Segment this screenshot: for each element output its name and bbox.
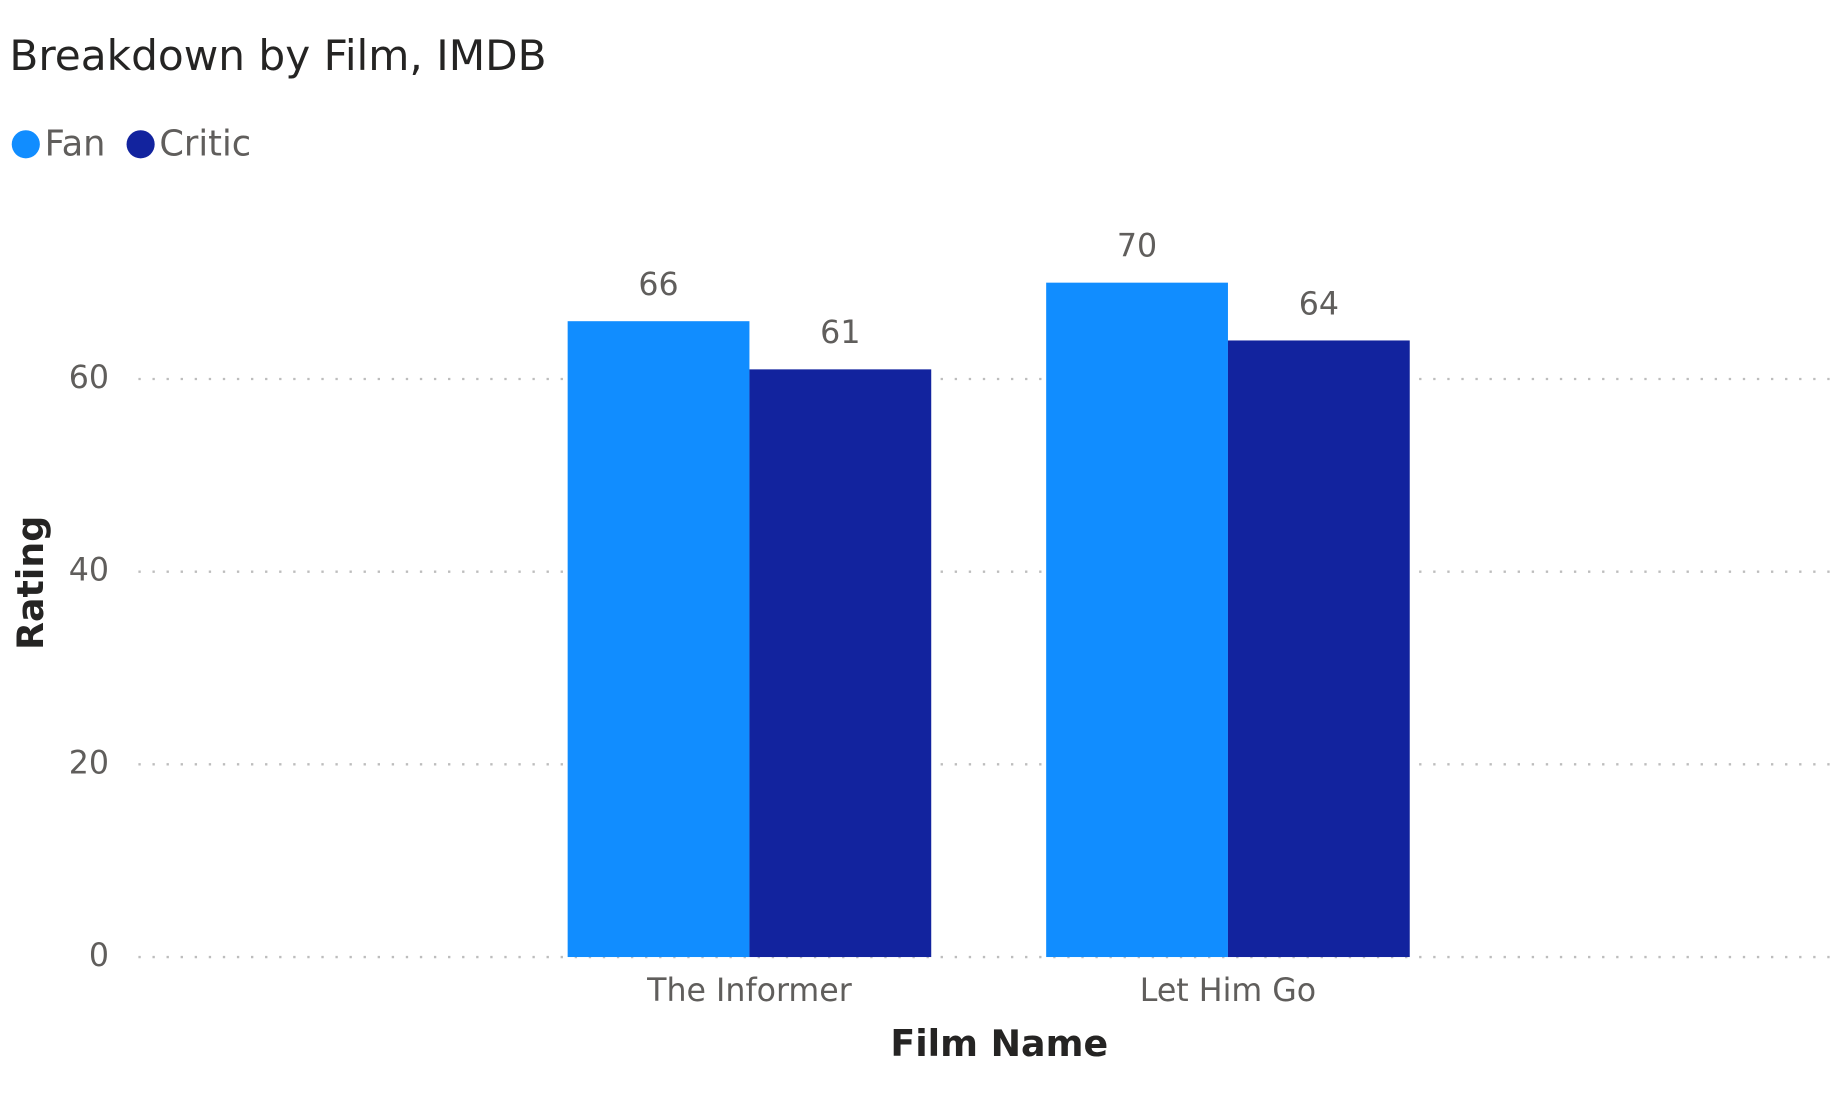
data-label: 70	[1117, 228, 1157, 264]
y-tick-label: 20	[69, 745, 109, 781]
data-label: 61	[820, 315, 860, 351]
bar	[1227, 340, 1410, 958]
bar	[749, 369, 932, 958]
data-label: 66	[638, 267, 678, 303]
data-label: 64	[1299, 286, 1339, 322]
x-axis-title: Film Name	[890, 1022, 1108, 1065]
legend-marker	[11, 130, 40, 159]
y-axis-title: Rating	[9, 516, 52, 650]
y-tick-label: 0	[89, 938, 109, 974]
x-tick-label: Let Him Go	[1140, 973, 1316, 1009]
legend-marker	[126, 130, 155, 159]
y-tick-label: 60	[69, 360, 109, 396]
chart-title: Breakdown by Film, IMDB	[9, 31, 546, 80]
y-tick-label: 40	[69, 553, 109, 589]
bar	[1046, 282, 1228, 958]
legend-label: Critic	[159, 123, 251, 164]
legend-label: Fan	[45, 123, 106, 164]
bar	[567, 321, 750, 958]
x-tick-label: The Informer	[646, 973, 853, 1009]
